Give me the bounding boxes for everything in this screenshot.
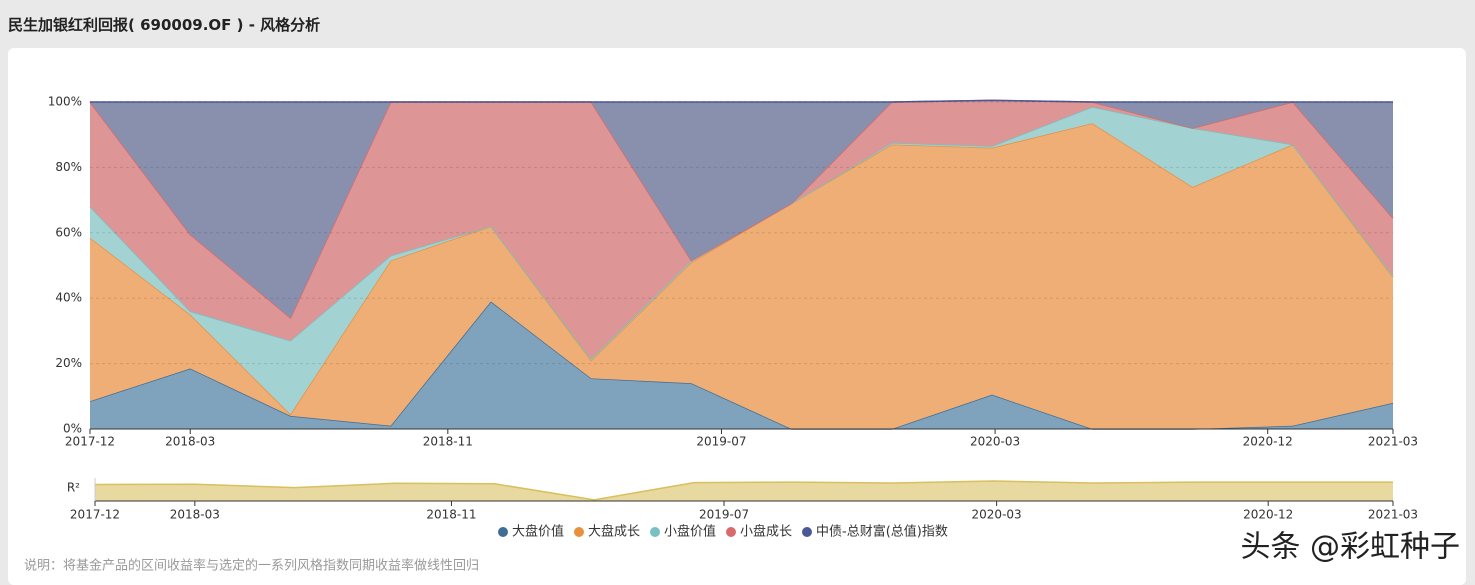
- r2-label: R²: [67, 481, 80, 495]
- r2-x-tick-label: 2021-03: [1368, 508, 1418, 522]
- r2-x-tick-label: 2017-12: [70, 508, 120, 522]
- area: [90, 123, 1393, 429]
- y-tick-label: 80%: [55, 160, 82, 174]
- legend-marker: [498, 527, 508, 537]
- x-tick-label: 2019-07: [696, 435, 746, 449]
- area: [90, 301, 1393, 429]
- x-tick-label: 2020-12: [1243, 435, 1293, 449]
- legend-marker: [726, 527, 736, 537]
- y-tick-label: 20%: [55, 356, 82, 370]
- legend-marker: [802, 527, 812, 537]
- y-tick-label: 60%: [55, 225, 82, 239]
- x-tick-label: 2018-11: [423, 435, 473, 449]
- legend-label: 大盘价值: [512, 524, 564, 540]
- area: [90, 100, 1393, 359]
- y-tick-label: 100%: [48, 95, 82, 109]
- legend-label: 小盘价值: [664, 524, 716, 540]
- r2-area: [95, 480, 1393, 501]
- x-tick-label: 2017-12: [65, 435, 115, 449]
- r2-x-tick-label: 2019-07: [699, 508, 749, 522]
- y-tick-label: 40%: [55, 291, 82, 305]
- legend-label: 大盘成长: [588, 524, 640, 540]
- r2-line: [94, 480, 1393, 501]
- legend-marker: [574, 527, 584, 537]
- r2-x-tick-label: 2020-03: [972, 508, 1022, 522]
- r2-x-tick-label: 2018-03: [170, 508, 220, 522]
- legend-marker: [650, 527, 660, 537]
- title: 民生加银红利回报( 690009.OF ) - 风格分析: [8, 16, 321, 34]
- legend-label: 中债-总财富(总值)指数: [816, 524, 948, 540]
- legend-label: 小盘成长: [740, 524, 792, 540]
- x-tick-label: 2021-03: [1368, 435, 1418, 449]
- note: 说明：将基金产品的区间收益率与选定的一系列风格指数同期收益率做线性回归: [24, 558, 479, 574]
- r2-x-tick-label: 2018-11: [426, 508, 476, 522]
- y-tick-label: 0%: [63, 422, 82, 436]
- x-tick-label: 2020-03: [970, 435, 1020, 449]
- r2-x-tick-label: 2020-12: [1243, 508, 1293, 522]
- watermark: 头条 @彩虹种子: [1240, 530, 1460, 565]
- x-tick-label: 2018-03: [165, 435, 215, 449]
- area: [90, 100, 1393, 318]
- area-line: [90, 99, 1393, 103]
- plot: [89, 99, 1394, 430]
